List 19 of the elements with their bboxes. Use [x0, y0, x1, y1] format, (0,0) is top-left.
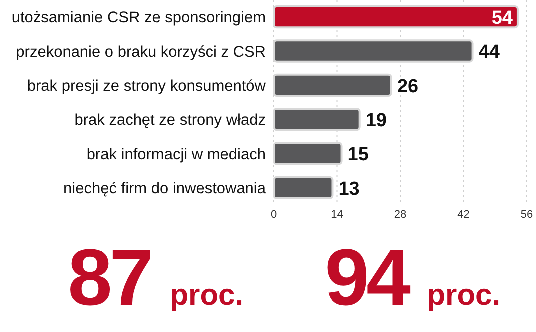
y-tick-label: brak informacji w mediach — [86, 146, 266, 164]
x-tick-label: 28 — [394, 209, 407, 221]
y-tick-label: brak zachęt ze strony władz — [74, 112, 266, 130]
text: 94 proc. — [325, 233, 501, 322]
data-label: 13 — [338, 178, 360, 200]
data-label: 26 — [397, 76, 419, 98]
data-label: 54 — [492, 8, 514, 29]
data-label: 15 — [348, 144, 370, 166]
y-tick-label: utożsamianie CSR ze sponsoringiem — [12, 10, 266, 27]
x-tick-label: 14 — [331, 209, 344, 221]
x-tick-label: 0 — [270, 209, 278, 221]
text: 87 proc. — [68, 233, 244, 322]
y-tick-label: brak presji ze strony konsumentów — [27, 78, 267, 95]
y-tick-label: niechęć firm do inwestowania — [64, 180, 266, 198]
y-tick-label: przekonanie o braku korzyści z CSR — [16, 44, 266, 61]
x-tick-label: 56 — [520, 209, 534, 221]
data-label: 44 — [478, 42, 500, 64]
data-label: 19 — [366, 110, 387, 132]
x-tick-label: 42 — [458, 209, 470, 221]
